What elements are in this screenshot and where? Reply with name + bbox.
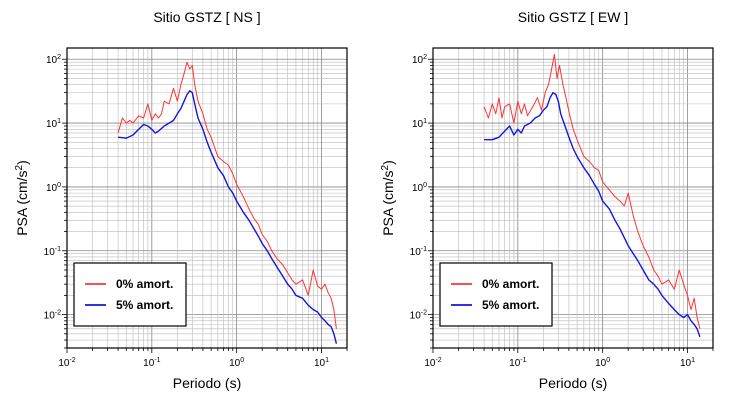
y-tick-label-exp: -1 xyxy=(421,246,427,253)
x-axis-label: Periodo (s) xyxy=(173,375,241,391)
y-tick-label-exp: 2 xyxy=(423,54,427,61)
x-tick-label-exp: 0 xyxy=(606,357,610,364)
legend-box xyxy=(73,262,187,327)
y-tick-label-base: 10 xyxy=(46,183,58,194)
legend-box xyxy=(439,262,553,327)
x-tick-label-exp: 1 xyxy=(325,357,329,364)
y-tick-label: 101 xyxy=(46,118,61,130)
y-tick-label: 10-1 xyxy=(410,246,427,258)
x-tick-label: 10-2 xyxy=(58,357,75,369)
x-tick-label-exp: 0 xyxy=(240,357,244,364)
y-axis-label: PSA (cm/s2) xyxy=(14,160,30,236)
plot-frame xyxy=(432,47,714,349)
plot-frame xyxy=(66,47,348,349)
y-tick-label-exp: -1 xyxy=(55,246,61,253)
y-tick-label-base: 10 xyxy=(412,183,424,194)
x-tick-label: 10-1 xyxy=(509,357,526,369)
y-tick-label-base: 10 xyxy=(410,247,422,258)
x-tick-label-exp: -1 xyxy=(520,357,526,364)
series-line-damping-5 xyxy=(484,91,701,338)
y-axis-label-base: PSA (cm/s xyxy=(14,170,30,235)
y-tick-label: 100 xyxy=(46,182,61,194)
y-tick-label-exp: 1 xyxy=(57,118,61,125)
series-line-damping-0 xyxy=(117,61,337,329)
x-tick-label-base: 10 xyxy=(680,358,692,369)
x-tick-label: 100 xyxy=(229,357,244,369)
x-axis-label: Periodo (s) xyxy=(539,375,607,391)
legend: 0% amort. 5% amort. xyxy=(73,262,187,327)
x-tick-label-base: 10 xyxy=(229,358,241,369)
y-tick-label-base: 10 xyxy=(44,247,56,258)
x-tick-label-exp: -1 xyxy=(154,357,160,364)
x-tick-label-base: 10 xyxy=(509,358,521,369)
y-axis-label-exp: 2 xyxy=(380,164,391,170)
x-tick-label: 10-2 xyxy=(424,357,441,369)
y-tick-label: 102 xyxy=(46,54,61,66)
x-tick-label-base: 10 xyxy=(595,358,607,369)
legend-label-damping-0: 0% amort. xyxy=(116,277,173,291)
y-tick-label: 10-2 xyxy=(410,310,427,322)
y-axis-label-tail: ) xyxy=(380,160,396,165)
chart-title: Sitio GSTZ [ NS ] xyxy=(153,9,260,25)
x-tick-label-base: 10 xyxy=(314,358,326,369)
series-line-damping-0 xyxy=(483,53,701,329)
x-tick-label-exp: -2 xyxy=(435,357,441,364)
y-tick-label: 101 xyxy=(412,118,427,130)
y-tick-label-base: 10 xyxy=(410,311,422,322)
x-tick-label: 100 xyxy=(595,357,610,369)
legend-label-damping-5: 5% amort. xyxy=(116,298,173,312)
legend-label-damping-5: 5% amort. xyxy=(482,298,539,312)
y-tick-label: 10-1 xyxy=(44,246,61,258)
x-tick-label-base: 10 xyxy=(58,358,70,369)
x-tick-label-base: 10 xyxy=(424,358,436,369)
y-tick-label-base: 10 xyxy=(46,119,58,130)
x-tick-label: 101 xyxy=(314,357,329,369)
y-tick-label-exp: -2 xyxy=(421,310,427,317)
y-tick-label: 102 xyxy=(412,54,427,66)
series-line-damping-5 xyxy=(118,90,338,344)
x-tick-label-base: 10 xyxy=(143,358,155,369)
y-tick-label: 100 xyxy=(412,182,427,194)
y-tick-label-base: 10 xyxy=(44,311,56,322)
y-tick-label-exp: 1 xyxy=(423,118,427,125)
y-axis-label-tail: ) xyxy=(14,160,30,165)
y-tick-label-base: 10 xyxy=(412,119,424,130)
y-axis-label-exp: 2 xyxy=(14,164,25,170)
y-tick-label-exp: 0 xyxy=(57,182,61,189)
y-tick-label-base: 10 xyxy=(412,55,424,66)
y-tick-label-exp: 0 xyxy=(423,182,427,189)
y-tick-label-exp: -2 xyxy=(55,310,61,317)
y-tick-label: 10-2 xyxy=(44,310,61,322)
x-tick-label-exp: 1 xyxy=(691,357,695,364)
y-tick-label-exp: 2 xyxy=(57,54,61,61)
y-axis-label-base: PSA (cm/s xyxy=(380,170,396,235)
y-tick-label-base: 10 xyxy=(46,55,58,66)
x-tick-label: 10-1 xyxy=(143,357,160,369)
x-tick-label-exp: -2 xyxy=(69,357,75,364)
legend-label-damping-0: 0% amort. xyxy=(482,277,539,291)
y-axis-label: PSA (cm/s2) xyxy=(380,160,396,236)
chart-title: Sitio GSTZ [ EW ] xyxy=(518,9,628,25)
legend: 0% amort. 5% amort. xyxy=(439,262,553,327)
x-tick-label: 101 xyxy=(680,357,695,369)
